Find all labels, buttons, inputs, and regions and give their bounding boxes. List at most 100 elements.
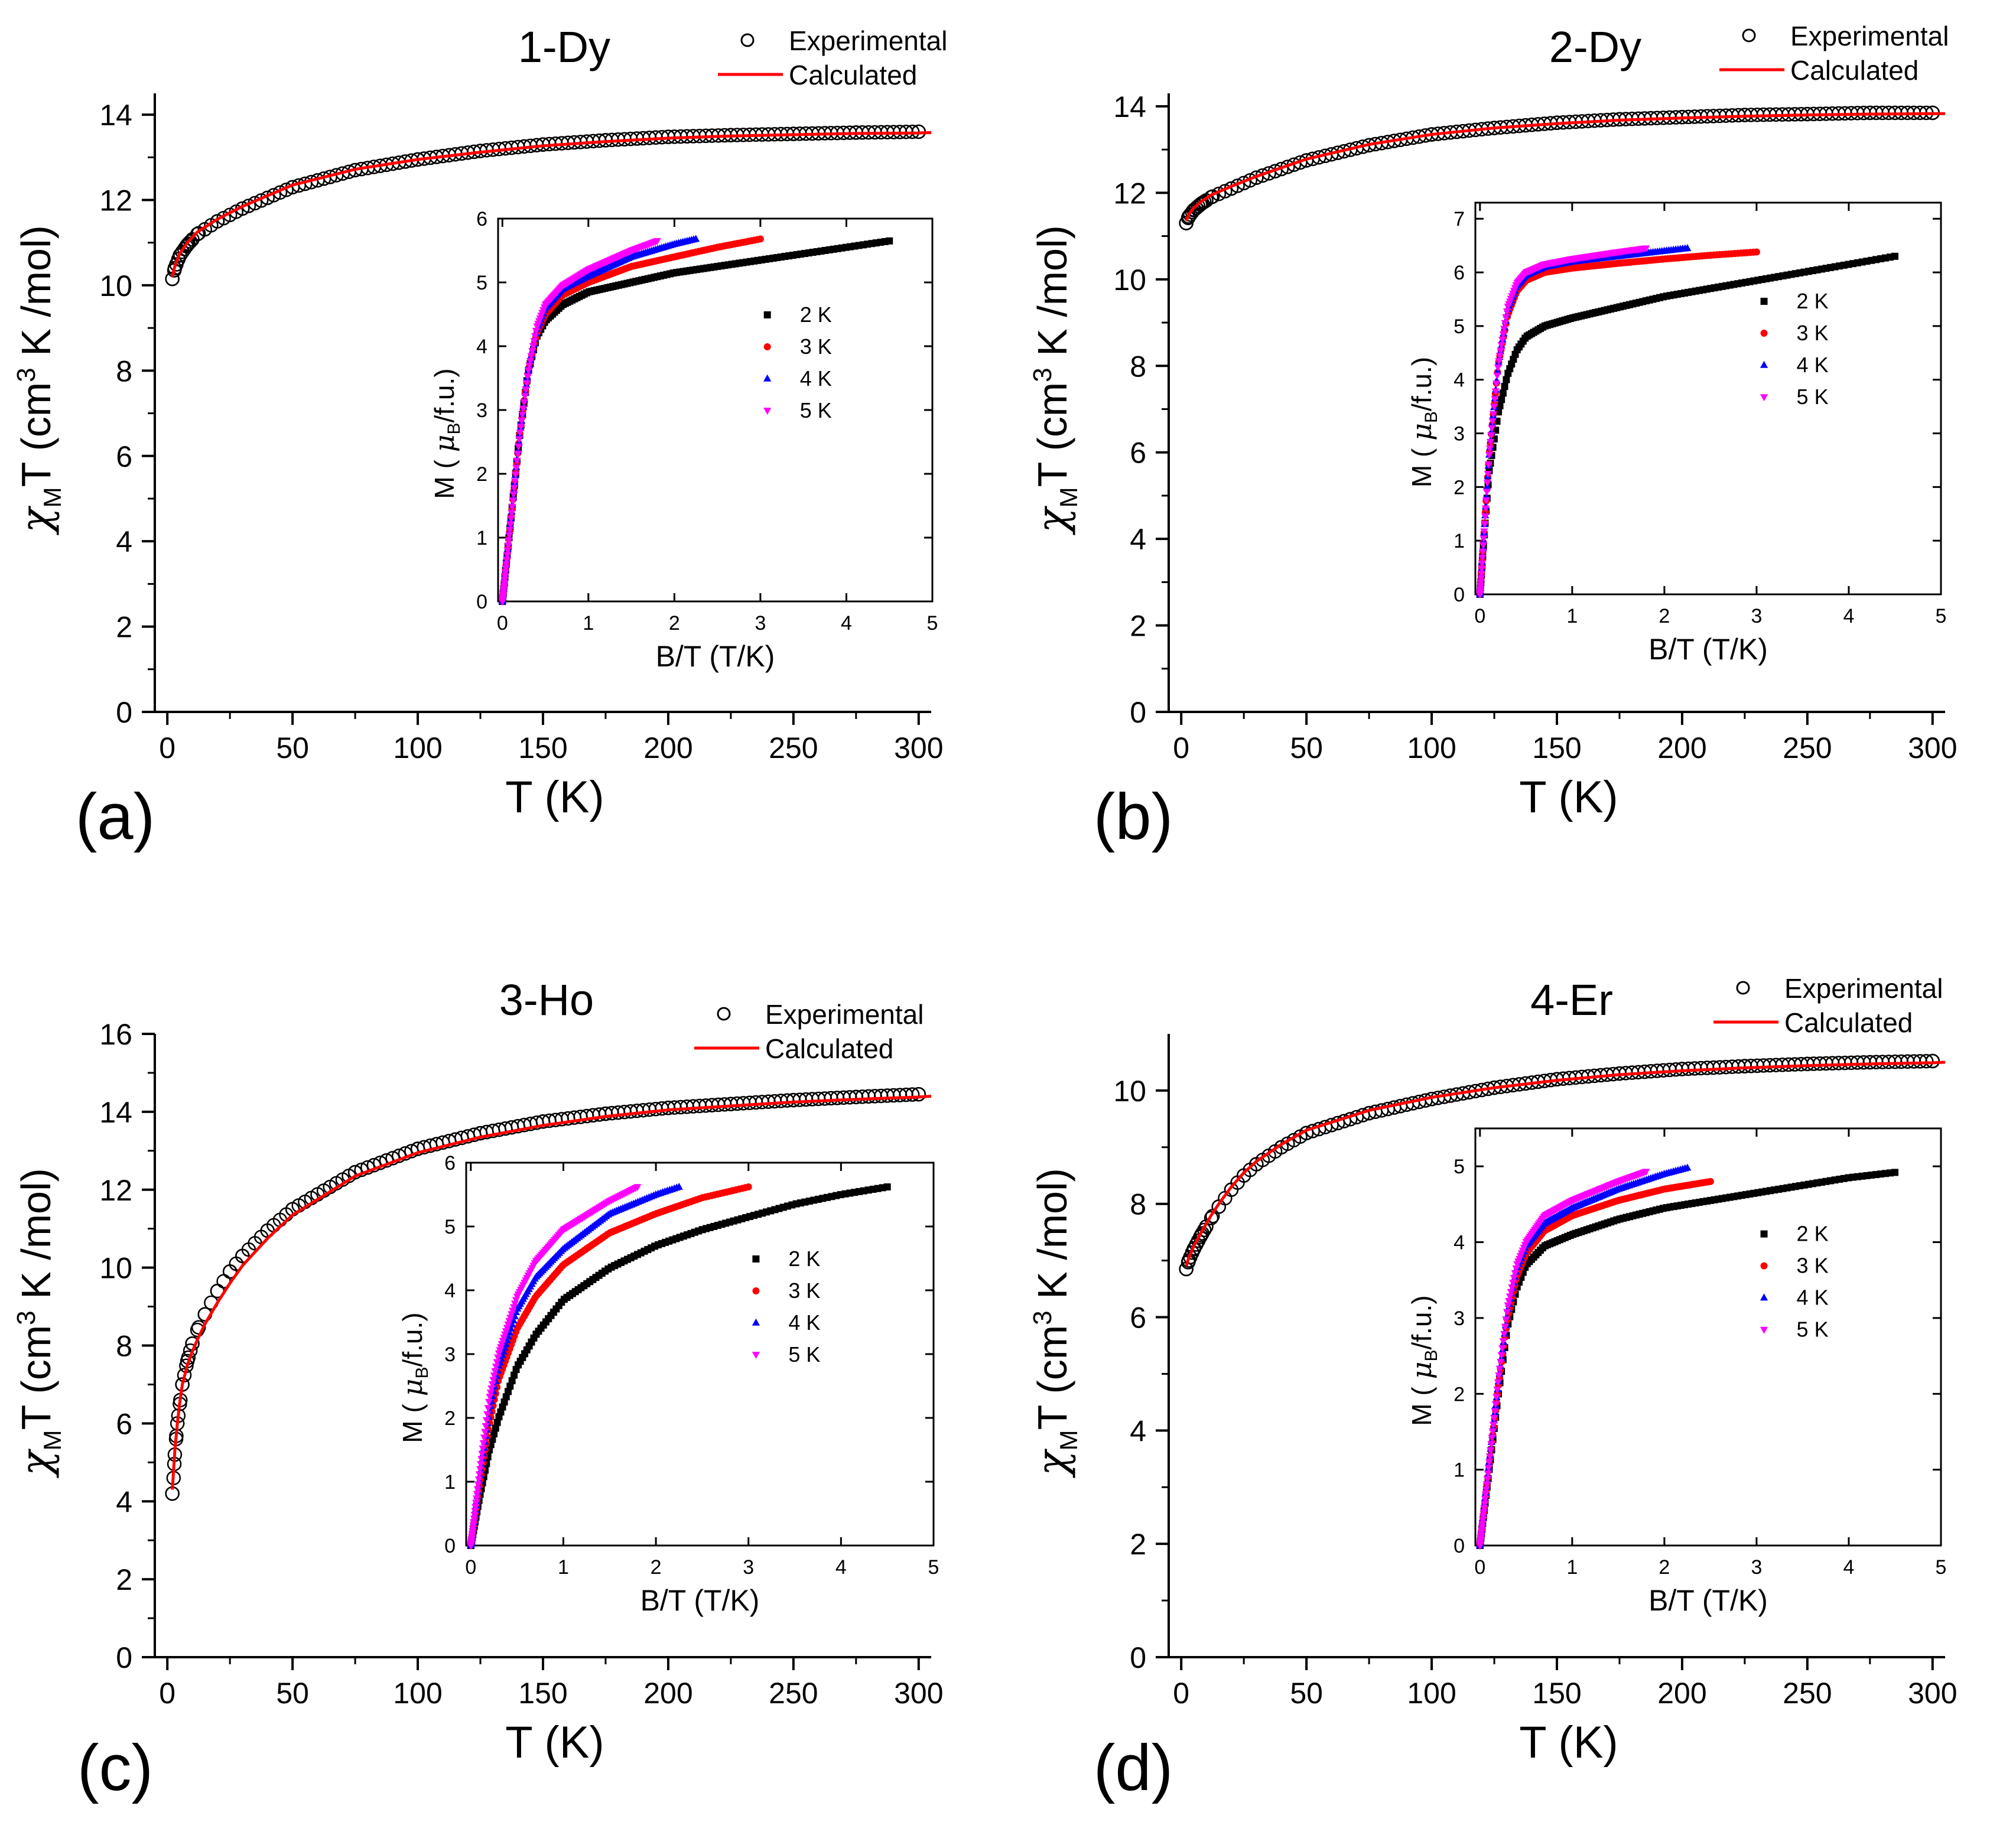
chart-title: 4-Er (1530, 975, 1613, 1024)
inset-data-point (1497, 347, 1505, 355)
y-label-sup: 3 (12, 1310, 41, 1325)
inset-data-point (510, 1312, 519, 1320)
inset-data-point (1496, 402, 1504, 409)
inset-data-point (472, 1504, 480, 1511)
inset-x-tick-label: 3 (743, 1556, 754, 1579)
inset-data-point (1483, 1476, 1491, 1483)
inset-x-tick-label: 1 (583, 612, 594, 635)
chart-title: 3-Ho (499, 975, 594, 1024)
inset-y-label-mu: μ (396, 1378, 428, 1396)
inset-data-point (1497, 342, 1505, 350)
inset-data-point (474, 1476, 483, 1484)
inset-data-point (1492, 1394, 1501, 1401)
y-tick-label: 10 (1113, 1075, 1146, 1108)
inset-data-point (469, 1528, 477, 1536)
inset-data-point (1505, 1293, 1514, 1301)
x-tick-label: 250 (769, 1677, 818, 1710)
inset-data-point (1487, 1447, 1495, 1455)
inset-data-point (504, 1332, 513, 1339)
inset-data-point (502, 561, 510, 568)
inset-y-tick-label: 4 (1454, 369, 1465, 392)
x-tick-label: 300 (894, 731, 943, 764)
inset-data-point (1488, 1434, 1496, 1442)
inset-legend-label: 3 K (800, 334, 832, 359)
data-point-experimental (598, 1106, 613, 1121)
inset-data-point (503, 552, 512, 559)
inset-y-tick-label: 4 (476, 336, 487, 358)
inset-legend-marker (763, 374, 772, 382)
inset-frame (465, 1161, 935, 1547)
x-tick-label: 100 (393, 1677, 442, 1710)
inset-data-point (1498, 396, 1505, 404)
inset-data-point (1479, 542, 1487, 549)
inset-data-point (472, 1495, 481, 1503)
inset-data-point (1511, 1270, 1519, 1278)
data-point-experimental (210, 214, 225, 229)
x-tick-label: 50 (1290, 1677, 1323, 1710)
inset-data-point (476, 1466, 485, 1473)
inset-legend-marker (1760, 1293, 1768, 1301)
inset-data-point (510, 478, 519, 486)
y-tick-label: 10 (99, 269, 132, 302)
y-label-mid: T (cm (1029, 382, 1075, 487)
x-tick-label: 250 (1783, 731, 1832, 764)
y-tick-label: 8 (1130, 1188, 1146, 1221)
y-tick-label: 2 (1130, 610, 1146, 643)
inset-data-point (1491, 388, 1500, 396)
inset-x-tick-label: 2 (651, 1556, 662, 1579)
inset-legend-label: 3 K (788, 1278, 820, 1303)
panel-label: (a) (76, 780, 155, 853)
data-point-experimental (1204, 190, 1219, 204)
inset-data-point (470, 1519, 478, 1527)
x-tick-label: 100 (1407, 731, 1456, 764)
inset-y-tick-label: 5 (1454, 315, 1465, 338)
x-axis-label: T (K) (505, 1717, 604, 1768)
inset-data-point (1488, 418, 1497, 425)
inset-data-point (508, 1377, 516, 1385)
x-tick-label: 200 (1657, 1677, 1706, 1710)
inset-data-point (472, 1499, 480, 1507)
data-point-experimental (1194, 1228, 1209, 1242)
inset-y-tick-label: 5 (1454, 1156, 1465, 1178)
inset-data-point (1481, 520, 1489, 528)
inset-data-point (510, 484, 518, 492)
inset-data-point (483, 1411, 492, 1418)
inset: 0 1 2 3 4 5 0 1 2 3 4 5 B/T (T/K) M ( μB/f.u.) 2 K 3 K 4… (1406, 1127, 1946, 1617)
inset-legend-marker (1760, 298, 1768, 305)
inset-y-label-pre: M ( (397, 1396, 428, 1443)
x-tick-label: 0 (159, 731, 175, 764)
inset-data-point (471, 1508, 479, 1515)
inset-data-point (1490, 404, 1498, 411)
data-point-experimental (786, 1092, 801, 1108)
inset-data-point (487, 1385, 496, 1393)
inset-data-point (1477, 1530, 1485, 1538)
inset-data-point (1510, 1275, 1518, 1283)
inset-data-point (1498, 1345, 1507, 1352)
inset-series-5K (1476, 245, 1650, 599)
y-tick-label: 12 (1113, 177, 1146, 210)
chart-title: 1-Dy (518, 22, 610, 71)
inset-y-tick-label: 1 (1454, 1459, 1465, 1482)
inset-series-5K (1476, 1169, 1650, 1550)
x-axis-label: T (K) (1519, 1717, 1618, 1768)
inset-y-tick-label: 5 (444, 1216, 456, 1238)
inset-data-point (508, 509, 516, 517)
inset-data-point (478, 1450, 486, 1458)
inset-data-point (518, 418, 526, 425)
inset-data-point (470, 1515, 478, 1523)
inset-legend-marker (763, 343, 771, 350)
inset-data-point (509, 491, 518, 499)
inset-data-point (1485, 451, 1494, 459)
series-calculated-line (1185, 112, 1945, 222)
inset-legend-label: 2 K (800, 302, 832, 327)
inset-data-point (886, 237, 893, 245)
x-tick-label: 300 (1908, 1677, 1957, 1710)
inset-data-point (1642, 245, 1650, 253)
x-tick-label: 0 (159, 1677, 175, 1710)
y-tick-label: 2 (116, 611, 132, 644)
inset-data-point (1497, 1352, 1505, 1359)
y-axis-label: χMT (cm3 K /mol) (12, 1168, 66, 1479)
